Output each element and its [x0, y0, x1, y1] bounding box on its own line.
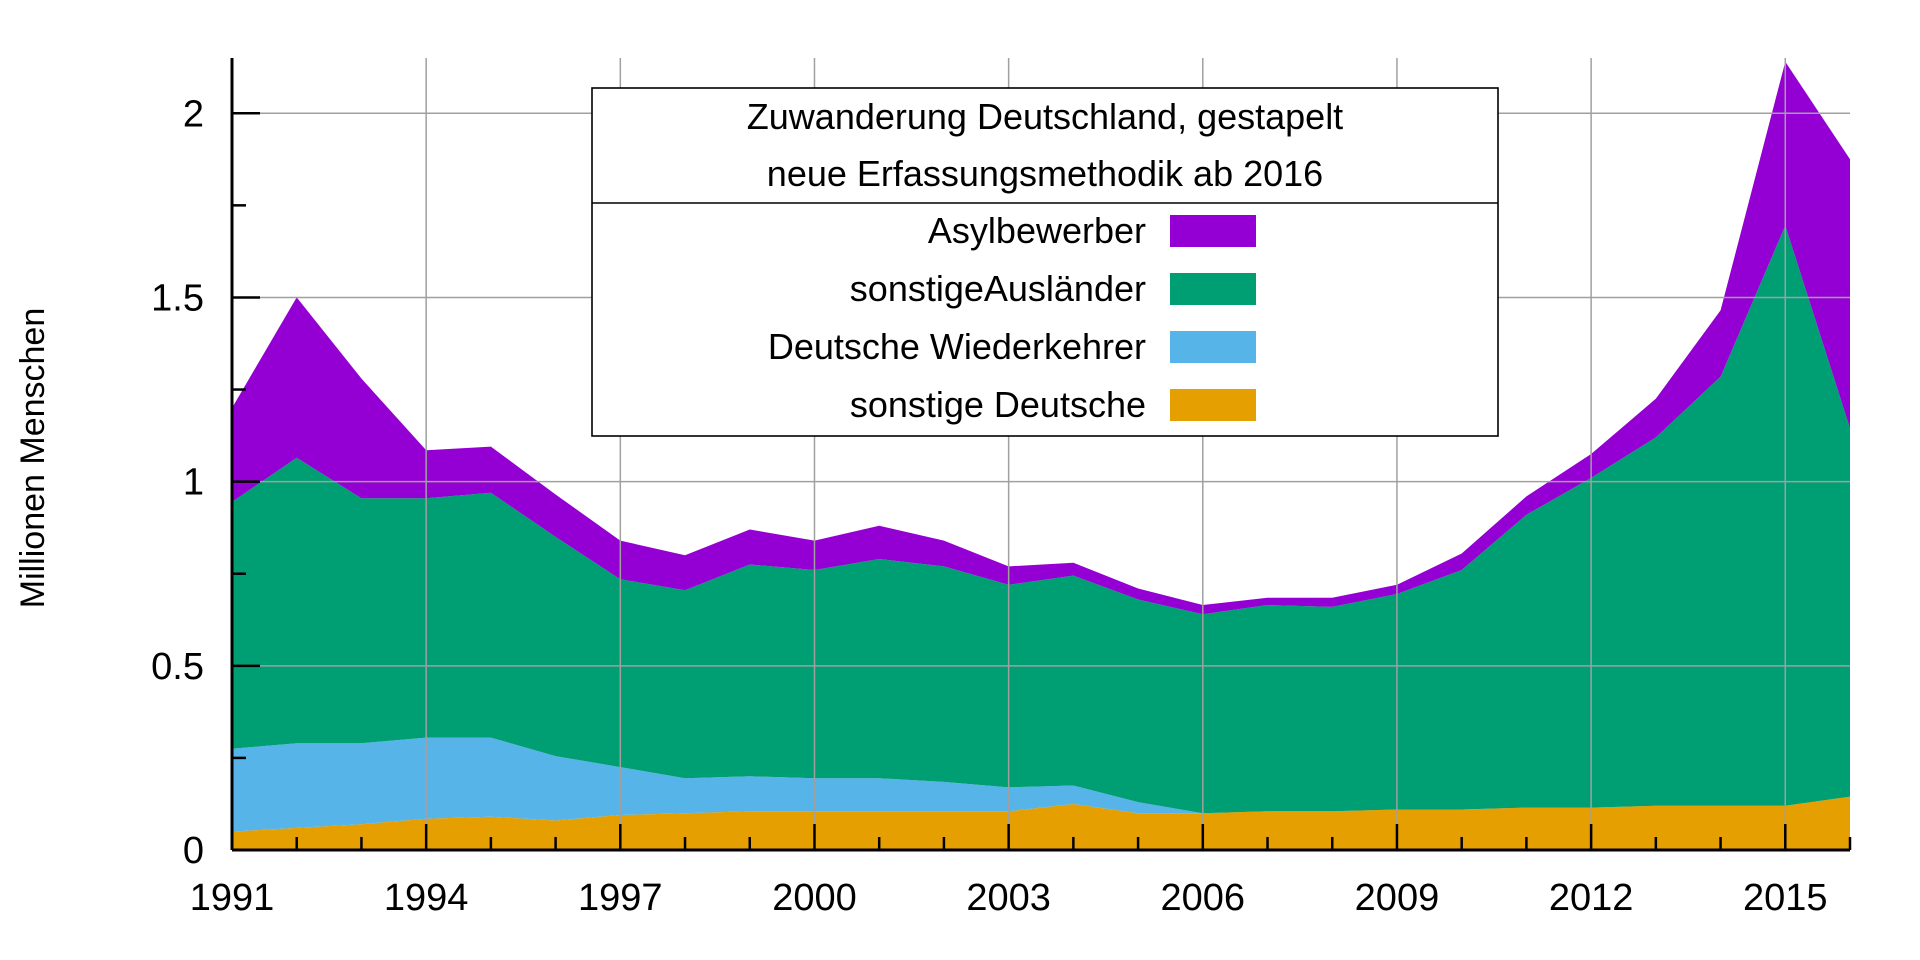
legend-swatch	[1170, 273, 1256, 305]
area-series-1	[232, 737, 1850, 832]
x-tick-label: 2012	[1549, 877, 1634, 919]
legend-swatch	[1170, 331, 1256, 363]
axes	[230, 58, 1850, 852]
x-tick-label: 1991	[190, 877, 275, 919]
y-tick-label: 1	[183, 462, 204, 504]
legend: Zuwanderung Deutschland, gestapelt neue …	[591, 87, 1499, 437]
legend-box	[591, 87, 1499, 437]
area-series-0	[232, 796, 1850, 850]
y-tick-label: 0	[183, 830, 204, 872]
x-tick-label: 2006	[1161, 877, 1246, 919]
legend-label: Deutsche Wiederkehrer	[768, 326, 1146, 367]
x-tick-label: 1994	[384, 877, 469, 919]
x-tick-label: 2015	[1743, 877, 1828, 919]
x-tick-label: 2003	[966, 877, 1051, 919]
legend-swatch	[1170, 215, 1256, 247]
x-tick-label: 2009	[1355, 877, 1440, 919]
legend-label: sonstige Deutsche	[850, 384, 1146, 425]
y-tick-label: 1.5	[151, 277, 204, 319]
y-tick-label: 2	[183, 93, 204, 135]
legend-label: sonstigeAusländer	[850, 268, 1146, 309]
x-axis-ticks: 1991 1994 1997 2000 2003 2006 2009 2012 2015	[190, 824, 1852, 919]
legend-entries: Asylbewerber sonstigeAusländer Deutsche Wi…	[768, 210, 1256, 425]
y-axis-title: Millionen Menschen	[14, 308, 52, 609]
legend-label: Asylbewerber	[928, 210, 1146, 251]
x-tick-label: 1997	[578, 877, 663, 919]
legend-title-line-2: neue Erfassungsmethodik ab 2016	[767, 153, 1323, 194]
legend-title-line-1: Zuwanderung Deutschland, gestapelt	[747, 96, 1343, 137]
y-axis-ticks: 0 0.5 1 1.5 2	[151, 93, 260, 872]
legend-swatch	[1170, 389, 1256, 421]
y-tick-label: 0.5	[151, 646, 204, 688]
x-tick-label: 2000	[772, 877, 857, 919]
